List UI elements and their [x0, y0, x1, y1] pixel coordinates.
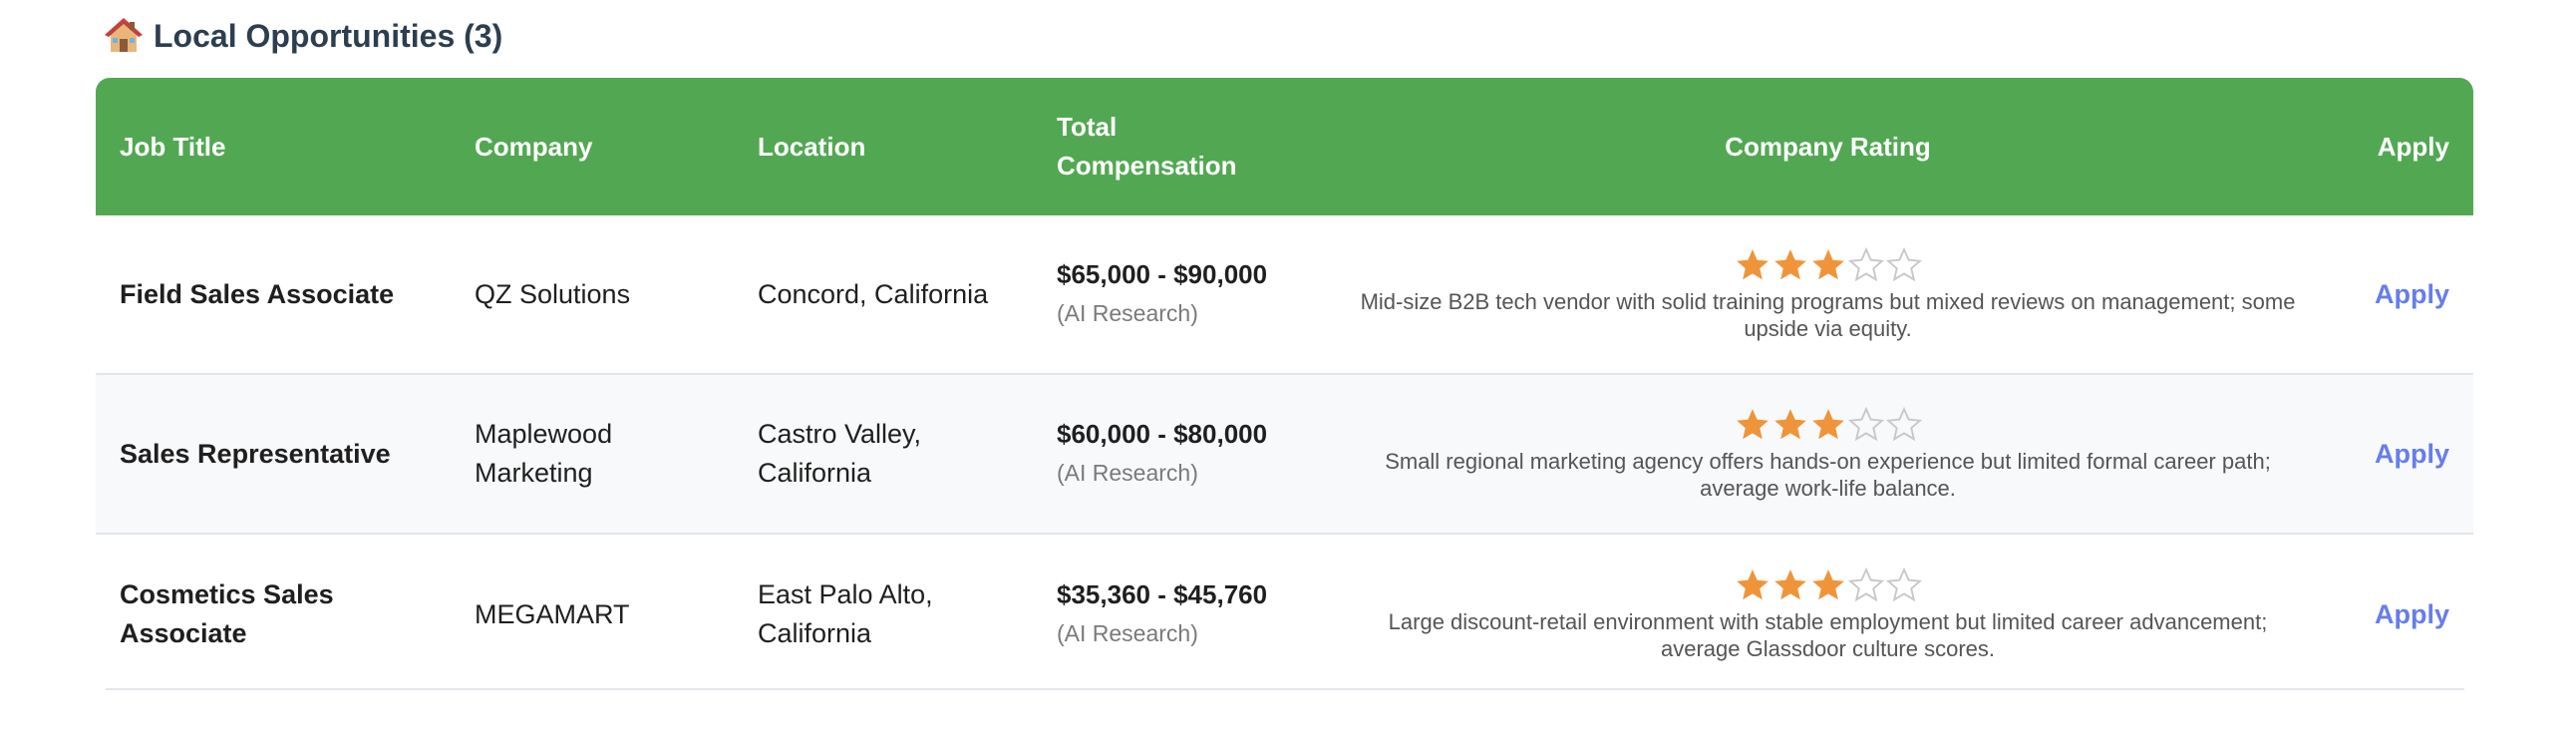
star-filled-icon [1811, 569, 1844, 600]
star-filled-icon [1736, 569, 1769, 600]
header-apply[interactable]: Apply [2334, 78, 2473, 215]
compensation-source: (AI Research) [1057, 300, 1198, 326]
star-rating [1346, 566, 2310, 604]
section-title: Local Opportunities (3) [154, 17, 503, 54]
compensation-range: $35,360 - $45,760 [1057, 579, 1268, 609]
table-row: Field Sales Associate QZ Solutions Conco… [96, 215, 2473, 375]
star-empty-icon [1847, 566, 1884, 602]
apply-cell: Apply [2334, 535, 2473, 694]
apply-link[interactable]: Apply [2374, 598, 2449, 629]
star-rating [1346, 406, 2310, 444]
header-job-title[interactable]: Job Title [96, 78, 451, 215]
star-filled-icon [1736, 409, 1769, 440]
compensation-cell: $65,000 - $90,000 (AI Research) [1033, 215, 1322, 375]
company-rating-cell: Small regional marketing agency offers h… [1322, 375, 2334, 535]
job-location: Concord, California [734, 215, 1033, 375]
header-company-rating[interactable]: Company Rating [1322, 78, 2334, 215]
star-rating [1346, 246, 2310, 284]
table-row: Cosmetics Sales Associate MEGAMART East … [96, 535, 2473, 694]
header-company[interactable]: Company [451, 78, 734, 215]
jobs-table: Job Title Company Location Total Compens… [96, 78, 2473, 694]
apply-cell: Apply [2334, 375, 2473, 535]
rating-description: Small regional marketing agency offers h… [1385, 449, 2271, 501]
star-empty-icon [1847, 406, 1884, 442]
apply-link[interactable]: Apply [2374, 278, 2449, 309]
compensation-cell: $60,000 - $80,000 (AI Research) [1033, 375, 1322, 535]
company-rating-cell: Large discount-retail environment with s… [1322, 535, 2334, 694]
rating-description: Large discount-retail environment with s… [1388, 609, 2268, 661]
rating-description: Mid-size B2B tech vendor with solid trai… [1360, 289, 2296, 341]
job-location: Castro Valley, California [734, 375, 1033, 535]
table-bottom-divider [106, 688, 2464, 690]
compensation-source: (AI Research) [1057, 620, 1198, 646]
star-empty-icon [1885, 566, 1922, 602]
compensation-range: $65,000 - $90,000 [1057, 259, 1268, 289]
compensation-cell: $35,360 - $45,760 (AI Research) [1033, 535, 1322, 694]
header-compensation[interactable]: Total Compensation [1033, 78, 1322, 215]
company-rating-cell: Mid-size B2B tech vendor with solid trai… [1322, 215, 2334, 375]
star-filled-icon [1811, 249, 1844, 280]
apply-cell: Apply [2334, 215, 2473, 375]
star-filled-icon [1773, 249, 1806, 280]
compensation-range: $60,000 - $80,000 [1057, 419, 1268, 449]
job-title: Field Sales Associate [96, 215, 451, 375]
job-title: Cosmetics Sales Associate [120, 579, 334, 648]
company-name: MEGAMART [475, 598, 630, 629]
star-filled-icon [1773, 569, 1806, 600]
star-filled-icon [1773, 409, 1806, 440]
job-title: Sales Representative [96, 375, 451, 535]
company-name: QZ Solutions [451, 215, 734, 375]
star-filled-icon [1811, 409, 1844, 440]
header-location[interactable]: Location [734, 78, 1033, 215]
table-header-row: Job Title Company Location Total Compens… [96, 78, 2473, 215]
section-header: Local Opportunities (3) [104, 12, 502, 60]
table-row: Sales Representative Maplewood Marketing… [96, 375, 2473, 535]
company-name: Maplewood Marketing [451, 375, 734, 535]
star-empty-icon [1885, 406, 1922, 442]
apply-link[interactable]: Apply [2374, 438, 2449, 469]
compensation-source: (AI Research) [1057, 460, 1198, 486]
star-empty-icon [1885, 246, 1922, 282]
star-filled-icon [1736, 249, 1769, 280]
house-icon [105, 18, 143, 52]
star-empty-icon [1847, 246, 1884, 282]
job-location: East Palo Alto, California [758, 579, 933, 648]
